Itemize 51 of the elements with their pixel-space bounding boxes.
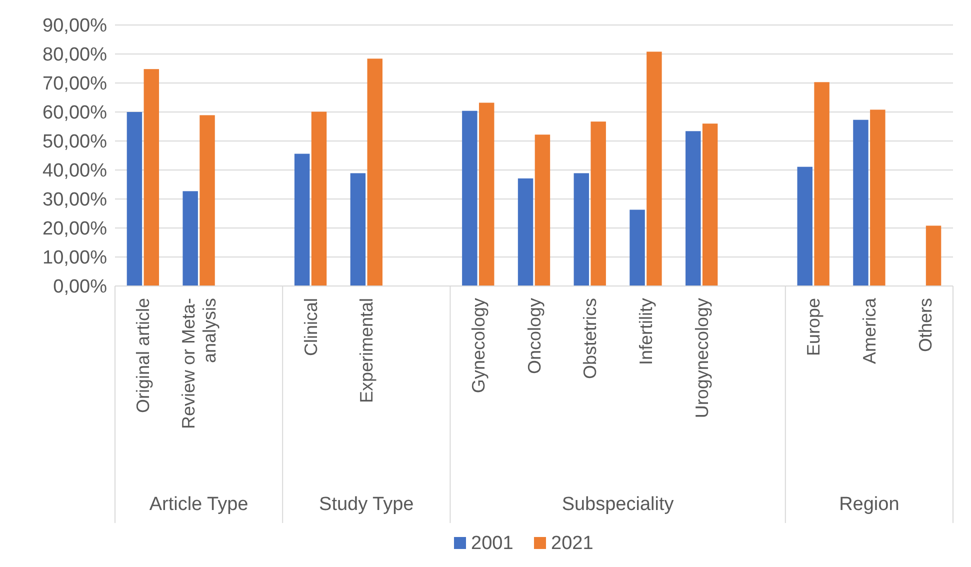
x-tick-label: Review or Meta-analysis xyxy=(178,298,220,430)
x-tick-label: Urogynecology xyxy=(692,298,712,418)
y-tick-label: 10,00% xyxy=(42,248,108,269)
bar xyxy=(311,112,327,286)
x-tick-label: Infertility xyxy=(636,298,656,366)
bar xyxy=(294,154,310,286)
text: Subspeciality xyxy=(562,494,674,515)
y-tick-label: 40,00% xyxy=(42,160,108,182)
bar xyxy=(126,112,142,286)
bar xyxy=(478,102,494,286)
bar xyxy=(853,120,868,286)
y-tick-label: 30,00% xyxy=(42,190,108,211)
x-tick-label: Obstetrics xyxy=(580,298,600,380)
x-tick-label: America xyxy=(860,297,880,364)
bar xyxy=(630,210,645,286)
bar xyxy=(200,115,215,286)
bar xyxy=(462,110,478,286)
legend-label: 2021 xyxy=(551,533,594,554)
y-tick-label: 20,00% xyxy=(42,218,108,240)
text: Article Type xyxy=(149,494,248,515)
y-tick-label: 90,00% xyxy=(42,16,108,37)
x-tick-label: Experimental xyxy=(356,298,377,404)
y-tick-label: 70,00% xyxy=(42,74,108,95)
y-tick-label: 60,00% xyxy=(42,102,108,124)
bar xyxy=(797,166,812,286)
bar xyxy=(182,191,198,286)
text: Region xyxy=(839,494,900,515)
legend-label: 2001 xyxy=(471,533,514,554)
x-tick-label: Others xyxy=(915,298,936,352)
x-tick-label: Clinical xyxy=(300,298,321,356)
bar xyxy=(870,110,886,286)
x-tick-label: Original article xyxy=(133,298,154,414)
bar xyxy=(144,69,160,286)
bar xyxy=(590,122,606,286)
bar xyxy=(367,58,382,286)
bar xyxy=(646,52,662,286)
x-tick-label: Europe xyxy=(804,298,824,356)
x-tick-label: Oncology xyxy=(524,298,544,374)
bar xyxy=(926,226,942,286)
y-tick-label: 0,00% xyxy=(53,276,108,298)
bar xyxy=(702,124,718,286)
bar xyxy=(686,131,701,286)
y-tick-label: 50,00% xyxy=(42,132,108,153)
x-tick-label: Gynecology xyxy=(468,298,488,394)
bar xyxy=(574,173,590,286)
bar xyxy=(518,178,534,286)
bar xyxy=(534,134,550,286)
bar xyxy=(814,82,830,286)
text: Study Type xyxy=(319,494,414,515)
y-tick-label: 80,00% xyxy=(42,44,108,66)
bar xyxy=(350,173,366,286)
